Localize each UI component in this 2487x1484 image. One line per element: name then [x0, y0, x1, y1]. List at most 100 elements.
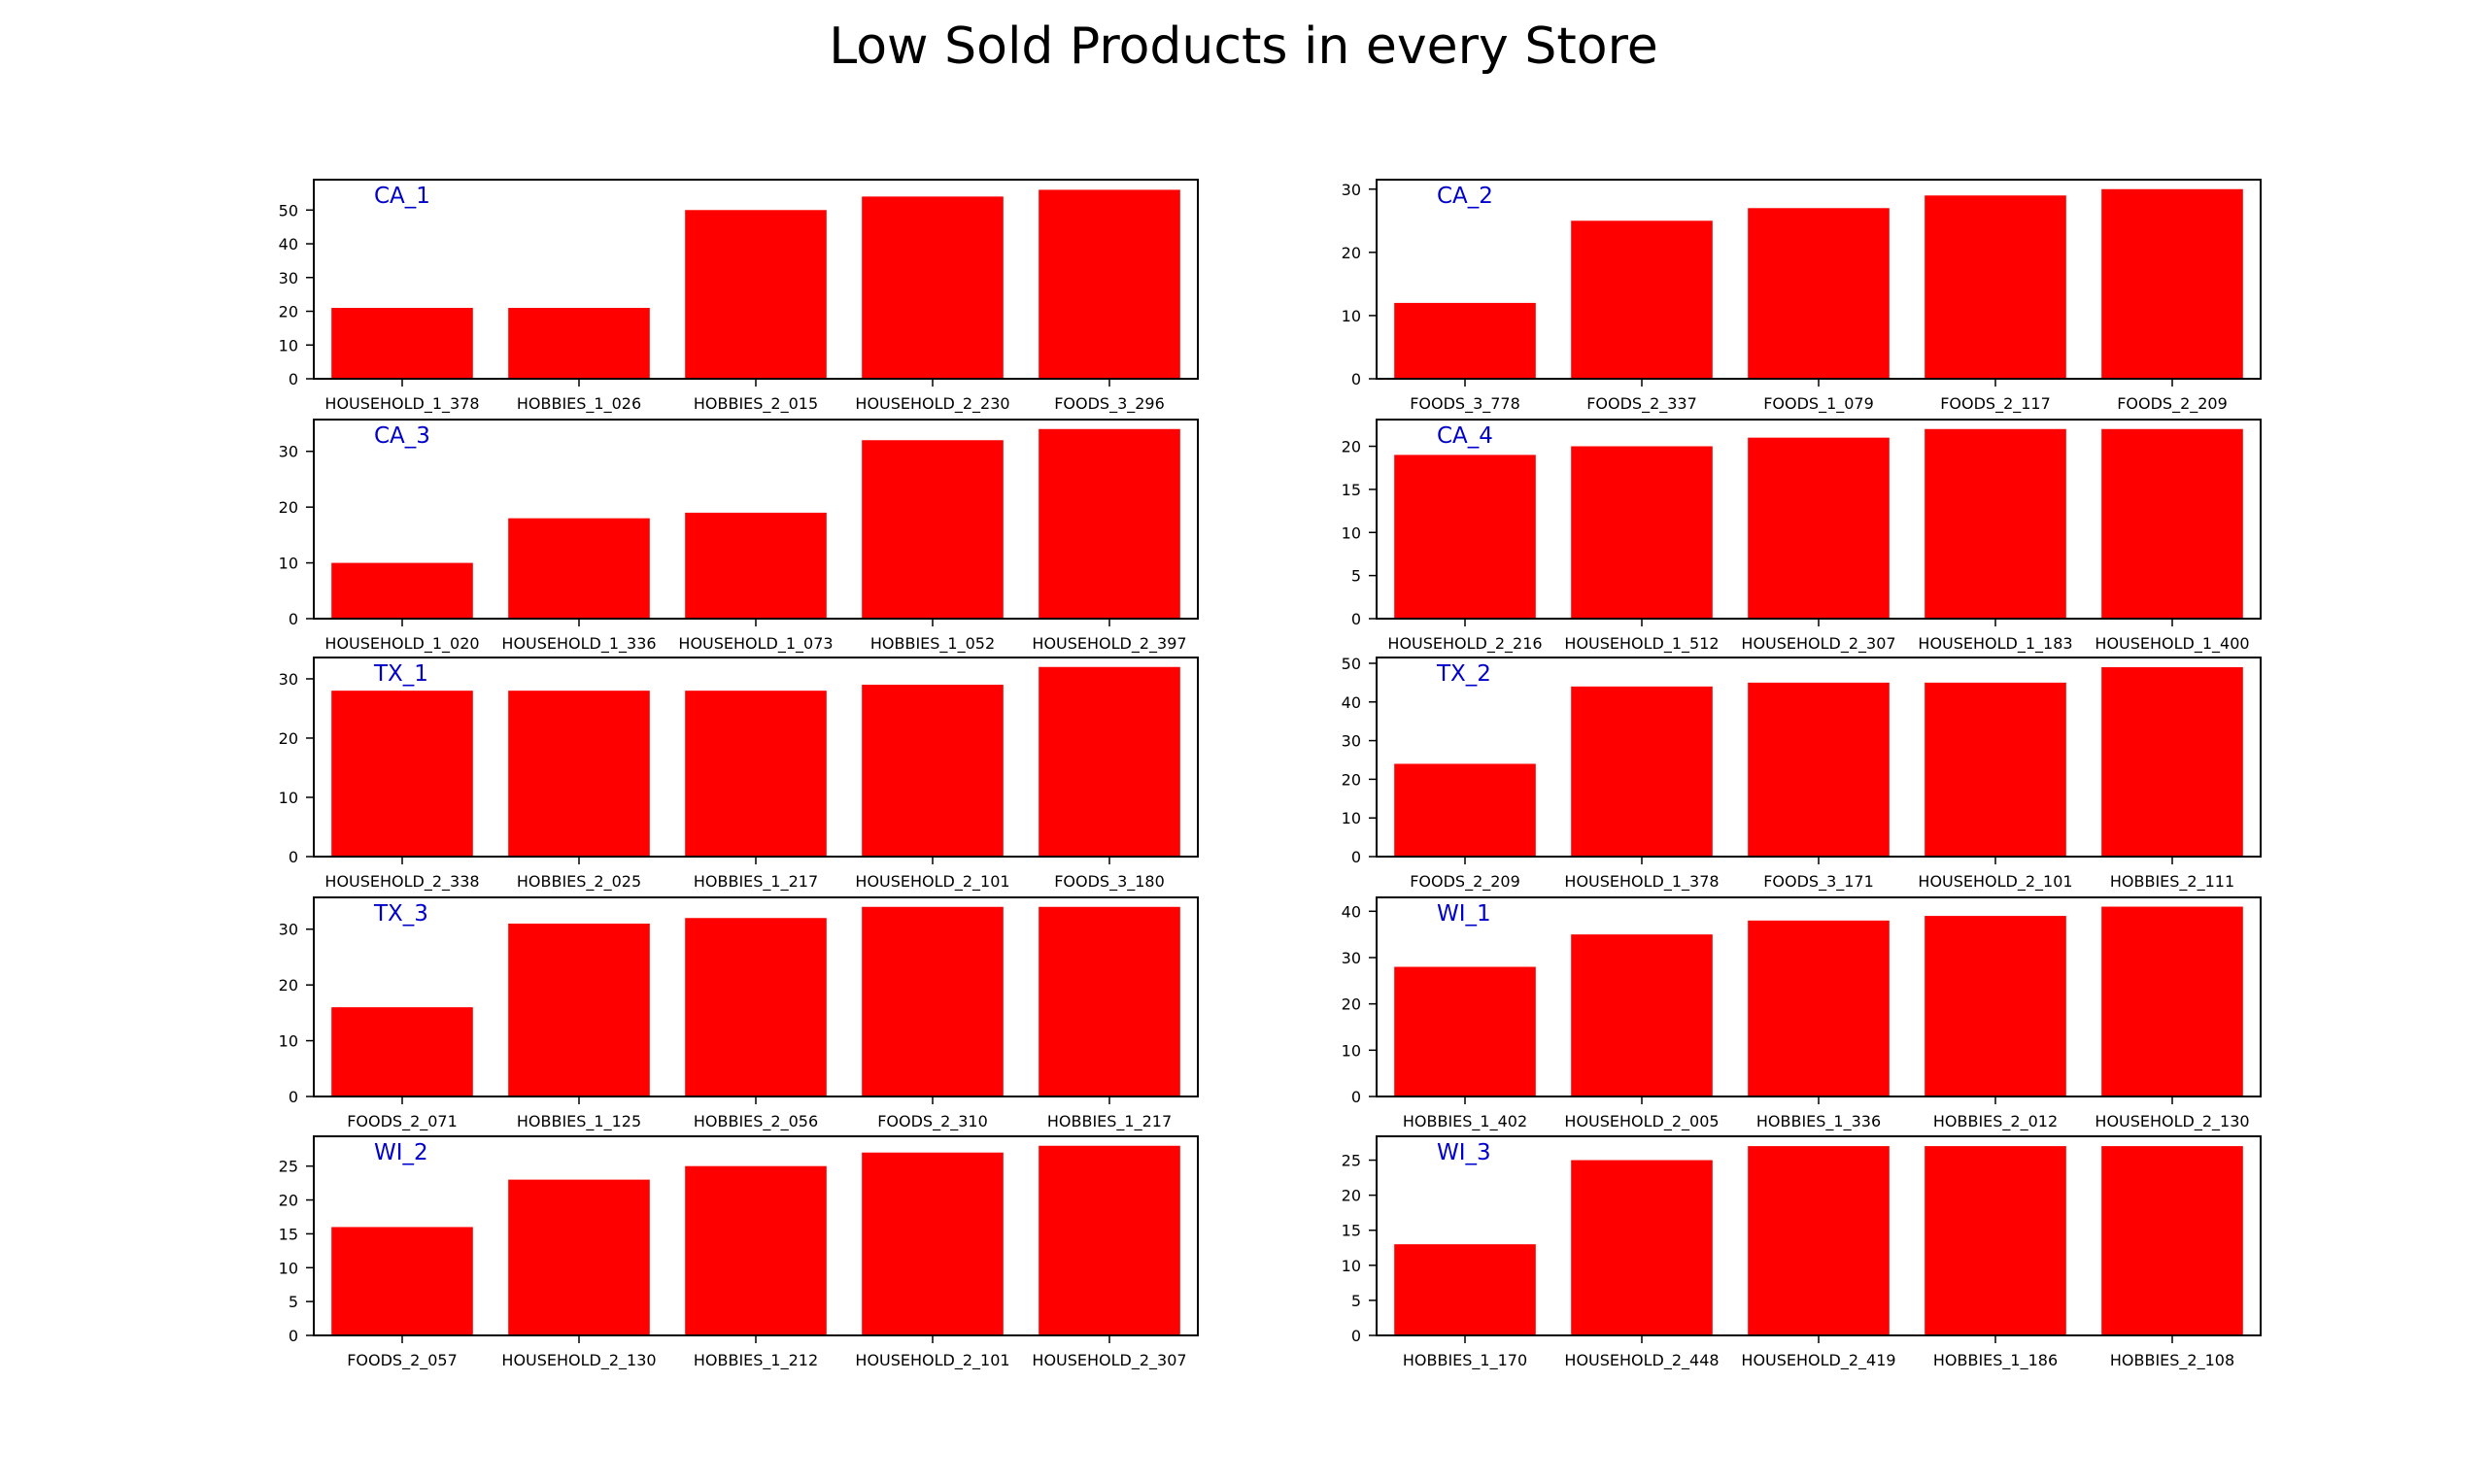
x-tick-label: HOUSEHOLD_2_101 — [855, 1351, 1009, 1370]
y-tick-label: 40 — [1342, 902, 1361, 921]
bar — [1039, 428, 1180, 619]
bar — [1394, 302, 1536, 379]
y-tick-label: 5 — [1351, 567, 1361, 586]
y-tick-label: 0 — [1351, 610, 1361, 628]
x-tick-label: HOBBIES_1_125 — [517, 1112, 641, 1131]
bar — [1039, 906, 1180, 1096]
y-tick-label: 0 — [1351, 370, 1361, 388]
y-tick-label: 20 — [1342, 1187, 1361, 1205]
subplot-tx-2: 0 10 20 30 40 50 FOODS_2_209 HOUSEHOLD_1_378 FOO… — [1342, 655, 2262, 892]
y-tick-label: 10 — [279, 1259, 298, 1277]
subplot-ca-2: 0 10 20 30 FOODS_3_778 FOODS_2_337 FOODS_1_079… — [1342, 179, 2262, 414]
subplot-wi-1: 0 10 20 30 40 HOBBIES_1_402 HOUSEHOLD_2_005 HOB… — [1342, 896, 2262, 1131]
bar — [2101, 906, 2243, 1096]
x-tick-label: HOUSEHOLD_2_397 — [1032, 634, 1186, 654]
x-tick-label: HOUSEHOLD_1_400 — [2095, 634, 2249, 654]
y-tick-label: 20 — [1342, 770, 1361, 789]
subplot-wi-2: 0 5 10 15 20 25 FOODS_2_057 HOUSEHOLD_2_130 HOBB… — [279, 1135, 1199, 1370]
y-tick-label: 5 — [1351, 1292, 1361, 1310]
y-tick-label: 5 — [289, 1293, 298, 1311]
store-label: WI_3 — [1437, 1140, 1491, 1165]
x-tick-label: HOUSEHOLD_2_419 — [1741, 1351, 1895, 1370]
x-tick-label: HOBBIES_2_015 — [694, 394, 818, 414]
y-tick-label: 0 — [289, 1327, 298, 1345]
y-tick-label: 20 — [279, 1192, 298, 1210]
y-tick-label: 15 — [1342, 1222, 1361, 1240]
x-tick-label: HOUSEHOLD_1_378 — [1564, 872, 1719, 892]
x-tick-label: HOBBIES_2_111 — [2110, 872, 2234, 892]
bar — [1748, 1146, 1890, 1335]
y-tick-label: 30 — [1342, 949, 1361, 967]
x-tick-label: HOUSEHOLD_1_183 — [1918, 634, 2072, 654]
y-tick-label: 20 — [1342, 995, 1361, 1014]
bar — [508, 308, 650, 379]
bar — [685, 918, 827, 1096]
bar — [685, 512, 827, 619]
y-tick-label: 30 — [279, 443, 298, 461]
bar — [508, 691, 650, 857]
y-tick-label: 0 — [1351, 1327, 1361, 1345]
y-tick-label: 0 — [1351, 848, 1361, 866]
bar — [1925, 916, 2066, 1096]
x-tick-label: FOODS_3_180 — [1054, 872, 1165, 892]
y-tick-label: 10 — [1342, 523, 1361, 542]
bar — [1571, 1160, 1713, 1335]
x-tick-label: HOBBIES_1_052 — [870, 634, 995, 654]
y-tick-label: 20 — [1342, 244, 1361, 262]
x-tick-label: FOODS_1_079 — [1763, 394, 1874, 414]
y-tick-label: 15 — [1342, 481, 1361, 499]
y-tick-label: 20 — [279, 729, 298, 748]
bar — [862, 196, 1004, 379]
bar — [862, 440, 1004, 619]
bar — [2101, 666, 2243, 857]
bar — [1748, 208, 1890, 379]
store-label: TX_2 — [1436, 661, 1491, 687]
y-tick-label: 25 — [1342, 1152, 1361, 1170]
bar — [1925, 195, 2066, 379]
bar — [685, 210, 827, 379]
x-tick-label: HOUSEHOLD_2_130 — [501, 1351, 656, 1370]
figure-title: Low Sold Products in every Store — [829, 17, 1658, 76]
x-tick-label: HOBBIES_2_012 — [1933, 1112, 2058, 1131]
x-tick-label: FOODS_3_171 — [1763, 872, 1874, 892]
y-tick-label: 25 — [279, 1158, 298, 1176]
y-tick-label: 20 — [279, 976, 298, 995]
bar — [1571, 220, 1713, 379]
x-tick-label: FOODS_2_209 — [1410, 872, 1520, 892]
y-tick-label: 40 — [279, 235, 298, 253]
store-label: TX_3 — [373, 901, 428, 927]
y-tick-label: 20 — [279, 303, 298, 321]
y-tick-label: 10 — [279, 1032, 298, 1051]
y-tick-label: 30 — [279, 921, 298, 939]
bar — [1571, 934, 1713, 1096]
x-tick-label: HOBBIES_1_336 — [1756, 1112, 1881, 1131]
x-tick-label: HOUSEHOLD_2_101 — [1918, 872, 2072, 892]
bar — [1394, 455, 1536, 619]
y-tick-label: 10 — [279, 555, 298, 573]
x-tick-label: FOODS_3_778 — [1410, 394, 1520, 414]
x-tick-label: HOUSEHOLD_2_307 — [1032, 1351, 1186, 1370]
y-tick-label: 30 — [279, 269, 298, 287]
bar — [331, 1007, 473, 1096]
x-tick-label: HOBBIES_2_108 — [2110, 1351, 2234, 1370]
x-tick-label: HOBBIES_1_212 — [694, 1351, 818, 1370]
x-tick-label: HOUSEHOLD_1_336 — [501, 634, 656, 654]
store-label: CA_1 — [374, 184, 430, 209]
subplot-tx-3: 0 10 20 30 FOODS_2_071 HOBBIES_1_125 HOBBIES_2… — [279, 896, 1199, 1131]
subplot-wi-3: 0 5 10 15 20 25 HOBBIES_1_170 HOUSEHOLD_2_448 HO… — [1342, 1135, 2262, 1370]
x-tick-label: FOODS_2_057 — [347, 1351, 458, 1370]
bar — [508, 518, 650, 619]
x-tick-label: HOBBIES_1_026 — [517, 394, 641, 414]
y-tick-label: 10 — [1342, 307, 1361, 325]
y-tick-label: 50 — [1342, 655, 1361, 673]
bar — [331, 308, 473, 379]
x-tick-label: FOODS_2_310 — [877, 1112, 988, 1131]
bar — [1039, 189, 1180, 379]
store-label: TX_1 — [373, 661, 428, 687]
x-tick-label: FOODS_2_117 — [1940, 394, 2051, 414]
bar — [508, 1179, 650, 1335]
y-tick-label: 10 — [1342, 1041, 1361, 1060]
bar — [862, 906, 1004, 1096]
x-tick-label: HOUSEHOLD_1_512 — [1564, 634, 1719, 654]
x-tick-label: FOODS_3_296 — [1054, 394, 1165, 414]
